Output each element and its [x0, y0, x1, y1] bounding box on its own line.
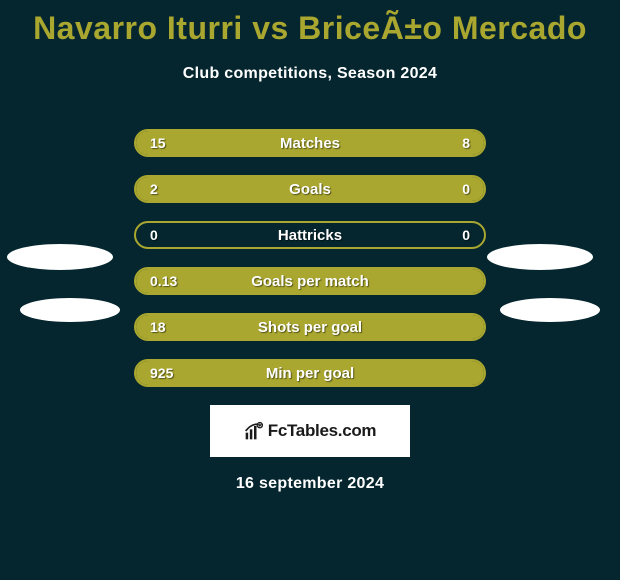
- stat-row: 15Matches8: [134, 129, 486, 157]
- team-badge-ellipse: [500, 298, 600, 322]
- stat-label: Shots per goal: [136, 315, 484, 339]
- date-label: 16 september 2024: [0, 475, 620, 493]
- stat-value-right: 0: [448, 177, 484, 201]
- stat-label: Matches: [136, 131, 484, 155]
- brand-label: FcTables.com: [268, 421, 377, 441]
- stat-value-left: 925: [136, 361, 187, 385]
- stat-value-right: 8: [448, 131, 484, 155]
- stat-value-left: 2: [136, 177, 172, 201]
- page-title: Navarro Iturri vs BriceÃ±o Mercado: [0, 0, 620, 47]
- stat-label: Goals: [136, 177, 484, 201]
- stat-label: Hattricks: [136, 223, 484, 247]
- team-badge-ellipse: [20, 298, 120, 322]
- comparison-stats: 15Matches82Goals00Hattricks00.13Goals pe…: [134, 129, 486, 387]
- stat-value-left: 15: [136, 131, 180, 155]
- team-badge-ellipse: [7, 244, 113, 270]
- stat-row: 2Goals0: [134, 175, 486, 203]
- stat-row: 0Hattricks0: [134, 221, 486, 249]
- stat-value-left: 0: [136, 223, 172, 247]
- team-badge-ellipse: [487, 244, 593, 270]
- brand-box: FcTables.com: [210, 405, 410, 457]
- fctables-logo-icon: [244, 421, 264, 441]
- stat-value-left: 0.13: [136, 269, 191, 293]
- subtitle: Club competitions, Season 2024: [0, 65, 620, 83]
- stat-label: Min per goal: [136, 361, 484, 385]
- stat-row: 925Min per goal: [134, 359, 486, 387]
- stat-row: 18Shots per goal: [134, 313, 486, 341]
- stat-value-right: 0: [448, 223, 484, 247]
- stat-value-left: 18: [136, 315, 180, 339]
- stat-row: 0.13Goals per match: [134, 267, 486, 295]
